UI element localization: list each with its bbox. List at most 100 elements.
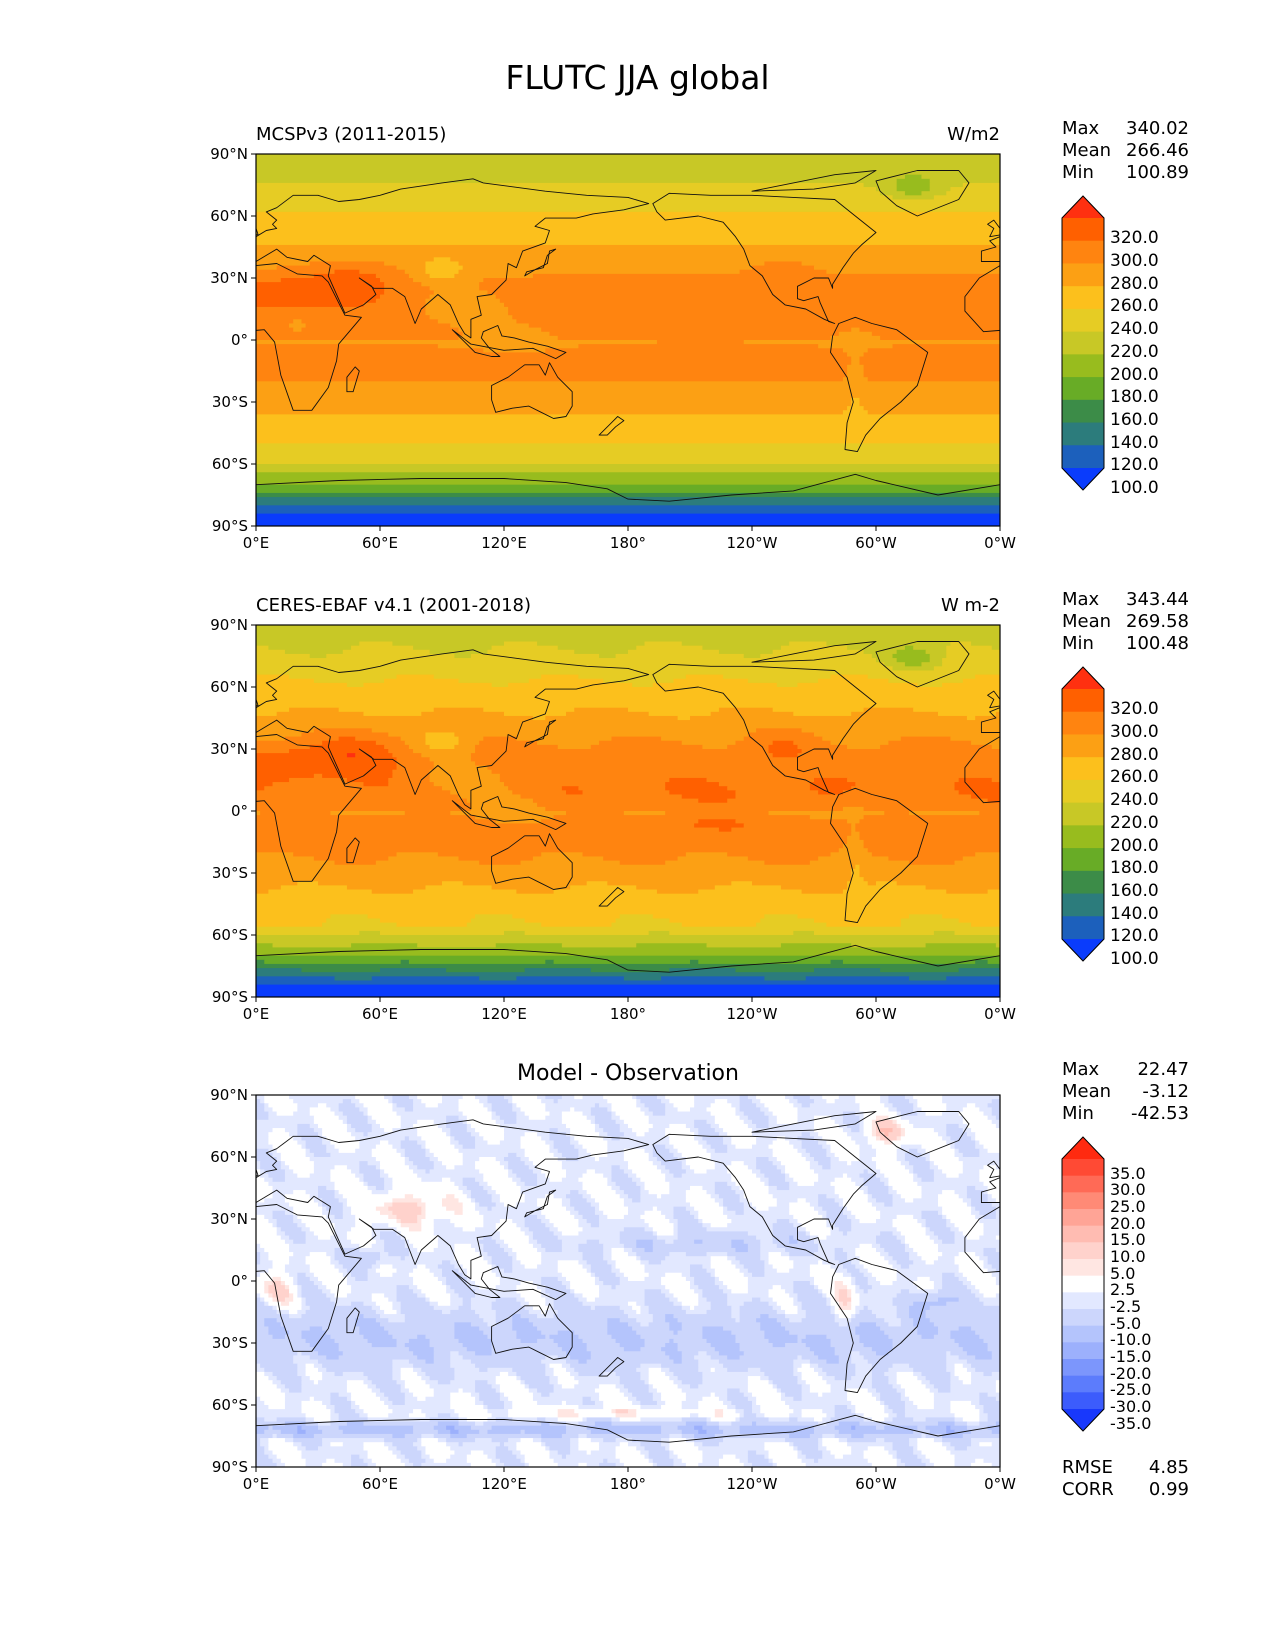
colorbar-tick-label: -10.0 [1110, 1330, 1152, 1350]
lon-tick-label: 60°W [855, 1475, 897, 1493]
colorbar-tick-label: 180.0 [1110, 858, 1159, 879]
stat-value: -3.12 [1142, 1081, 1189, 1102]
coastline-arctic-islands [751, 170, 877, 192]
colorbar [1061, 666, 1105, 962]
coastlines [256, 641, 1000, 997]
colorbar-tick-label: 2.5 [1110, 1280, 1136, 1300]
coastline-madagascar [346, 837, 360, 864]
lon-tick-label: 180° [609, 1475, 647, 1493]
lat-tick-label: 60°S [211, 926, 248, 944]
coastline-south-america [830, 1257, 929, 1394]
lat-tick-label: 90°N [210, 145, 248, 163]
colorbar-segment [1062, 445, 1104, 469]
stat-label: Max [1062, 118, 1100, 139]
coastline-japan [524, 248, 557, 277]
colorbar-segment [1062, 331, 1104, 355]
coastline-australia [491, 833, 573, 890]
colorbar-extend-max [1062, 1137, 1104, 1159]
colorbar-segment [1062, 779, 1104, 804]
colorbar-tick-label: 200.0 [1110, 364, 1159, 385]
lat-tick-label: 90°S [211, 517, 248, 535]
colorbar-extend-min [1062, 468, 1104, 490]
coastline-uk [256, 227, 259, 236]
colorbar-segment [1062, 1375, 1104, 1393]
units-label: W m-2 [940, 595, 1000, 616]
stat-value: 343.44 [1126, 589, 1189, 610]
lon-tick-label: 180° [609, 1005, 647, 1023]
colorbar-segment [1062, 1292, 1104, 1310]
colorbar-tick-label: 100.0 [1110, 478, 1159, 499]
colorbar-tick-label: 280.0 [1110, 744, 1159, 765]
lon-tick-label: 60°W [855, 534, 897, 552]
lon-tick-label: 120°W [726, 534, 778, 552]
coastline-south-america [830, 316, 929, 453]
lon-tick-label: 120°W [726, 1005, 778, 1023]
colorbar-segment [1062, 308, 1104, 333]
panel-title: Model - Observation [517, 1061, 739, 1086]
colorbar-segment [1062, 1325, 1104, 1343]
stat-label: Mean [1062, 1081, 1112, 1102]
lon-tick-label: 60°E [361, 1005, 399, 1023]
map-field [256, 625, 1000, 997]
lat-tick-label: 60°S [211, 1396, 248, 1414]
coastlines [256, 1111, 1000, 1467]
colorbar-segment [1062, 1309, 1104, 1327]
lat-tick-label: 60°N [210, 207, 248, 225]
coastline-arctic-islands [751, 641, 877, 663]
colorbar-segment [1062, 1209, 1104, 1227]
coastline-antarctica [256, 1414, 1000, 1467]
lat-tick-label: 0° [230, 331, 248, 349]
colorbar-tick-label: 10.0 [1110, 1247, 1146, 1267]
coastline-antarctica [256, 944, 1000, 997]
coastline-uk [256, 1168, 259, 1177]
figure-title: FLUTC JJA global [505, 58, 770, 97]
stat-value: 269.58 [1126, 611, 1189, 632]
lat-tick-label: 90°N [210, 1086, 248, 1104]
colorbar-segment [1062, 1225, 1104, 1243]
lat-tick-label: 90°S [211, 1458, 248, 1476]
colorbar-tick-label: -15.0 [1110, 1347, 1152, 1367]
coastline-indonesia [451, 325, 567, 360]
coastline-arctic-islands [751, 1111, 877, 1133]
stat-label: Min [1062, 1103, 1094, 1124]
stat-value: 266.46 [1126, 140, 1189, 161]
stat-label: Max [1062, 1059, 1100, 1080]
colorbar-segment [1062, 893, 1104, 917]
colorbar-tick-label: 320.0 [1110, 699, 1159, 720]
map-panel-2 [251, 624, 1001, 1002]
coastline-australia [491, 362, 573, 419]
colorbar-segment [1062, 1342, 1104, 1360]
map-field [256, 1095, 1000, 1467]
colorbar-segment [1062, 1259, 1104, 1277]
lat-tick-label: 90°S [211, 988, 248, 1006]
colorbar-tick-label: 140.0 [1110, 432, 1159, 453]
coastline-greenland [875, 1111, 970, 1158]
colorbar-extend-min [1062, 1409, 1104, 1431]
colorbar-tick-label: 15.0 [1110, 1230, 1146, 1250]
coastline-eurasia [256, 649, 650, 810]
lon-tick-label: 120°W [726, 1475, 778, 1493]
colorbar-tick-label: -30.0 [1110, 1397, 1152, 1417]
colorbar-tick-label: 120.0 [1110, 455, 1159, 476]
colorbar-tick-label: -5.0 [1110, 1313, 1142, 1333]
colorbar-tick-label: 140.0 [1110, 903, 1159, 924]
lat-tick-label: 0° [230, 802, 248, 820]
coastline-africa [256, 263, 362, 411]
colorbar-segment [1062, 916, 1104, 940]
lon-tick-label: 0°E [242, 1005, 270, 1023]
lat-tick-label: 30°N [210, 269, 248, 287]
colorbar-segment [1062, 263, 1104, 287]
colorbar-tick-label: 300.0 [1110, 250, 1159, 271]
colorbar-tick-label: -2.5 [1110, 1297, 1142, 1317]
colorbar-segment [1062, 757, 1104, 781]
colorbar-tick-label: 35.0 [1110, 1163, 1146, 1183]
colorbar-segment [1062, 1242, 1104, 1260]
map-panel-1 [251, 153, 1001, 531]
lat-tick-label: 30°S [211, 393, 248, 411]
coastline-north-america [652, 1133, 877, 1265]
coastline-greenland [875, 170, 970, 217]
stat-label: Mean [1062, 140, 1112, 161]
colorbar-tick-label: 200.0 [1110, 835, 1159, 856]
colorbar-segment [1062, 354, 1104, 378]
